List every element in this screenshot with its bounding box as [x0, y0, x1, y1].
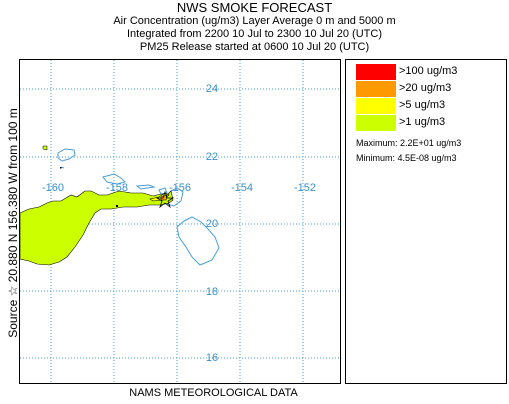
- lon-label: -158: [106, 182, 128, 194]
- lon-label: -154: [231, 182, 253, 194]
- lat-label: 20: [206, 218, 218, 230]
- legend-label: >5 ug/m3: [399, 99, 446, 111]
- data-source-footer: NAMS METEOROLOGICAL DATA: [129, 387, 298, 399]
- lat-label: 16: [206, 352, 218, 364]
- star-icon: [155, 190, 175, 209]
- lon-label: -156: [169, 182, 191, 194]
- lanai-coast: [158, 187, 168, 195]
- minimum-value: Minimum: 4.5E-08 ug/m3: [356, 153, 457, 163]
- legend-swatch: [356, 81, 396, 97]
- smoke-speck: [116, 205, 118, 207]
- lon-label: -160: [42, 182, 64, 194]
- subtitle-layer: Air Concentration (ug/m3) Layer Average …: [113, 15, 396, 27]
- oahu-coast: [102, 173, 126, 185]
- smoke-patch-north: [42, 145, 48, 151]
- lon-label: -152: [294, 182, 316, 194]
- legend-label: >100 ug/m3: [399, 65, 458, 77]
- legend-swatch: [356, 98, 396, 114]
- smoke-speck: [60, 167, 62, 169]
- hawaii-island-coast: [176, 216, 220, 266]
- legend-label: >20 ug/m3: [399, 82, 452, 94]
- legend-swatch: [356, 115, 396, 131]
- legend-item: >5 ug/m3: [356, 98, 506, 114]
- lat-label: 18: [206, 286, 218, 298]
- smoke-contour-20ugm3: [160, 194, 168, 201]
- subtitle-release: PM25 Release started at 0600 10 Jul 20 (…: [139, 41, 370, 53]
- legend-item: >1 ug/m3: [356, 115, 506, 131]
- legend-label: >1 ug/m3: [399, 116, 446, 128]
- smoke-plume: [19, 145, 174, 266]
- maximum-value: Maximum: 2.2E+01 ug/m3: [356, 138, 462, 148]
- lat-label: 22: [206, 151, 218, 163]
- smoke-contour-1ugm3: [19, 190, 174, 266]
- kauai-coast: [57, 148, 76, 162]
- molokai-coast: [135, 184, 156, 190]
- lat-label: 24: [206, 83, 218, 95]
- coastlines: [57, 148, 220, 266]
- legend-swatch: [356, 64, 396, 80]
- smoke-map: -160 -158 -156 -154 -152 24 22 20 18 16: [19, 59, 341, 384]
- chart-title: NWS SMOKE FORECAST: [176, 0, 333, 15]
- legend-item: >20 ug/m3: [356, 81, 506, 97]
- legend-item: >100 ug/m3: [356, 64, 506, 80]
- legend-panel: >100 ug/m3 >20 ug/m3 >5 ug/m3 >1 ug/m3 M…: [345, 59, 507, 384]
- subtitle-integration: Integrated from 2200 10 Jul to 2300 10 J…: [127, 28, 382, 40]
